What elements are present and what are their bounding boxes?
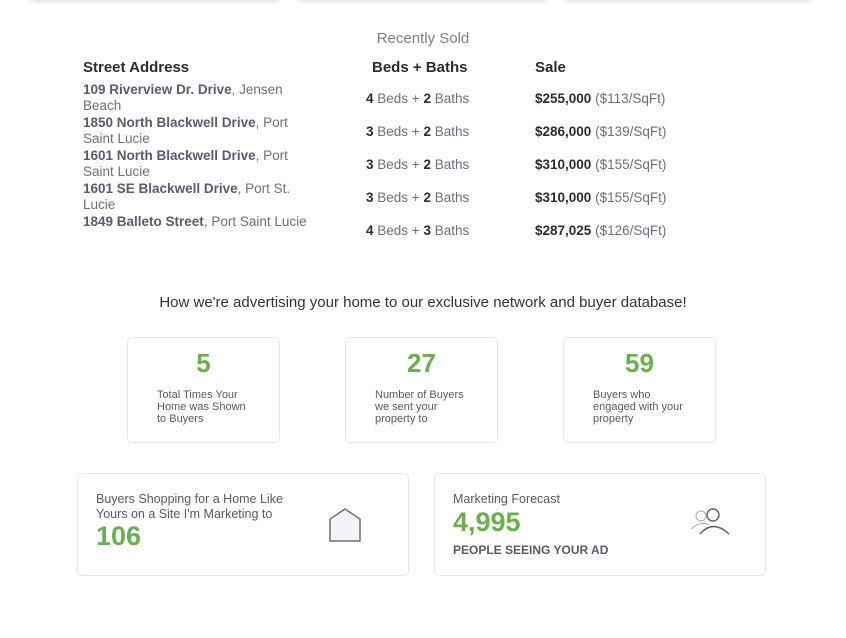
address: 1850 North Blackwell Drive, Port Saint L…: [83, 115, 308, 147]
address: 109 Riverview Dr. Drive, Jensen Beach: [83, 82, 308, 114]
street: 1849 Balleto Street: [83, 214, 204, 229]
forecast-caption: Marketing Forecast: [453, 492, 560, 506]
shopping-card: Buyers Shopping for a Home Like Yours on…: [77, 473, 409, 576]
baths-label: Baths: [430, 157, 470, 172]
stat-value: 59: [625, 348, 654, 378]
beds-baths: 3 Beds + 2 Baths: [366, 190, 469, 205]
baths-label: Baths: [430, 190, 470, 205]
beds: 3: [366, 157, 374, 172]
beds: 4: [366, 91, 374, 106]
price-per-sqft: ($126/SqFt): [595, 223, 667, 238]
city: , Port St. Lucie: [83, 181, 291, 212]
city: , Port Saint Lucie: [83, 148, 288, 179]
city: , Port Saint Lucie: [83, 115, 288, 146]
beds: 3: [366, 190, 374, 205]
stat-value: 27: [407, 348, 436, 378]
advertising-heading: How we're advertising your home to our e…: [159, 294, 687, 311]
street: 1850 North Blackwell Drive: [83, 115, 256, 130]
stat-card-buyers-sent: 27 Number of Buyers we sent your propert…: [345, 337, 498, 443]
baths-label: Baths: [430, 223, 470, 238]
stat-card-engaged: 59 Buyers who engaged with your property: [563, 337, 716, 443]
baths: 2: [423, 91, 431, 106]
baths: 3: [423, 223, 431, 238]
house-icon: [329, 508, 361, 542]
baths: 2: [423, 190, 431, 205]
sale: $286,000 ($139/SqFt): [535, 124, 666, 139]
price: $287,025: [535, 223, 592, 238]
stat-card-showings: 5 Total Times Your Home was Shown to Buy…: [127, 337, 280, 443]
baths: 2: [423, 157, 431, 172]
header-address: Street Address: [83, 59, 190, 76]
beds: 4: [366, 223, 374, 238]
table-row: 1601 SE Blackwell Drive, Port St. Lucie …: [83, 181, 723, 214]
table-row: 1850 North Blackwell Drive, Port Saint L…: [83, 115, 723, 148]
beds-label: Beds +: [373, 91, 424, 106]
forecast-value: 4,995: [453, 507, 521, 537]
users-icon: [690, 508, 730, 535]
beds-baths: 3 Beds + 2 Baths: [366, 124, 469, 139]
baths-label: Baths: [430, 91, 470, 106]
price-per-sqft: ($113/SqFt): [595, 91, 666, 106]
table-row: 109 Riverview Dr. Drive, Jensen Beach 4 …: [83, 82, 723, 115]
price: $310,000: [535, 190, 592, 205]
baths-label: Baths: [430, 124, 470, 139]
sale: $287,025 ($126/SqFt): [535, 223, 666, 238]
sale: $255,000 ($113/SqFt): [535, 91, 665, 106]
city: , Port Saint Lucie: [203, 214, 307, 229]
beds-label: Beds +: [373, 190, 424, 205]
beds-label: Beds +: [373, 124, 424, 139]
street: 1601 SE Blackwell Drive: [83, 181, 238, 196]
header-beds-baths: Beds + Baths: [372, 59, 468, 76]
beds-baths: 4 Beds + 2 Baths: [366, 91, 469, 106]
stat-value: 5: [196, 348, 211, 378]
price-per-sqft: ($155/SqFt): [595, 157, 667, 172]
forecast-subtitle: PEOPLE SEEING YOUR AD: [453, 543, 609, 557]
price: $255,000: [535, 91, 592, 106]
shopping-value: 106: [96, 521, 142, 551]
price: $286,000: [535, 124, 592, 139]
baths: 2: [423, 124, 431, 139]
price-per-sqft: ($139/SqFt): [595, 124, 667, 139]
section-title: Recently Sold: [376, 30, 470, 47]
shopping-caption: Buyers Shopping for a Home Like Yours on…: [96, 492, 283, 521]
city: , Jensen Beach: [83, 82, 283, 113]
price-per-sqft: ($155/SqFt): [595, 190, 667, 205]
header-sale: Sale: [535, 59, 566, 76]
sale: $310,000 ($155/SqFt): [535, 157, 666, 172]
address: 1849 Balleto Street, Port Saint Lucie: [83, 214, 308, 230]
street: 109 Riverview Dr. Drive: [83, 82, 232, 97]
forecast-card: Marketing Forecast 4,995 PEOPLE SEEING Y…: [434, 473, 766, 576]
beds-baths: 4 Beds + 3 Baths: [366, 223, 469, 238]
stat-label: Buyers who engaged with your property: [593, 389, 683, 425]
address: 1601 SE Blackwell Drive, Port St. Lucie: [83, 181, 308, 213]
sale: $310,000 ($155/SqFt): [535, 190, 666, 205]
table-row: 1601 North Blackwell Drive, Port Saint L…: [83, 148, 723, 181]
beds-label: Beds +: [373, 223, 424, 238]
table-row: 1849 Balleto Street, Port Saint Lucie 4 …: [83, 214, 723, 247]
address: 1601 North Blackwell Drive, Port Saint L…: [83, 148, 308, 180]
beds-baths: 3 Beds + 2 Baths: [366, 157, 469, 172]
stat-label: Number of Buyers we sent your property t…: [375, 389, 464, 425]
price: $310,000: [535, 157, 592, 172]
stat-label: Total Times Your Home was Shown to Buyer…: [157, 389, 246, 425]
beds: 3: [366, 124, 374, 139]
street: 1601 North Blackwell Drive: [83, 148, 256, 163]
beds-label: Beds +: [373, 157, 424, 172]
